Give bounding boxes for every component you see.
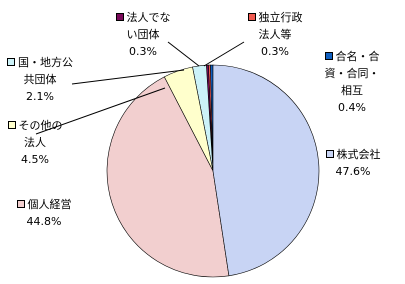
slice-label: 国・地方公共団体 2.1%: [4, 54, 76, 105]
value-label: 44.8%: [26, 215, 62, 228]
slice-label: 法人でない団体 0.3%: [112, 9, 174, 60]
leader-line: [35, 87, 166, 135]
leader-line: [71, 69, 185, 85]
category-name: その他の法人: [18, 119, 63, 149]
value-label: 4.5%: [21, 153, 49, 166]
category-name: 国・地方公共団体: [18, 56, 73, 86]
legend-marker: [7, 58, 15, 66]
slice-label: その他の法人 4.5%: [6, 117, 64, 168]
slice-label: 株式会社 47.6%: [312, 146, 394, 180]
category-name: 法人でない団体: [126, 11, 171, 41]
category-name: 個人経営: [27, 198, 72, 211]
value-label: 0.3%: [129, 45, 157, 58]
legend-marker: [247, 13, 256, 21]
legend-marker: [324, 52, 333, 60]
slice-label: 独立行政法人等 0.3%: [244, 9, 306, 60]
legend-marker: [115, 13, 124, 21]
pie-slice: [106, 76, 230, 278]
category-name: 合名・合資・合同・相互: [324, 50, 380, 97]
value-label: 0.4%: [338, 101, 366, 114]
legend-marker: [7, 121, 16, 129]
category-name: 株式会社: [336, 148, 381, 161]
value-label: 2.1%: [26, 90, 54, 103]
slice-label: 合名・合資・合同・相互 0.4%: [322, 48, 382, 116]
legend-marker: [325, 150, 334, 158]
value-label: 47.6%: [335, 165, 371, 178]
value-label: 0.3%: [261, 45, 289, 58]
legend-marker: [16, 200, 25, 208]
slice-label: 個人経営 44.8%: [8, 196, 80, 230]
leader-line: [167, 41, 200, 67]
pie-slice: [212, 64, 320, 277]
category-name: 独立行政法人等: [258, 11, 303, 41]
leader-line: [203, 41, 245, 67]
